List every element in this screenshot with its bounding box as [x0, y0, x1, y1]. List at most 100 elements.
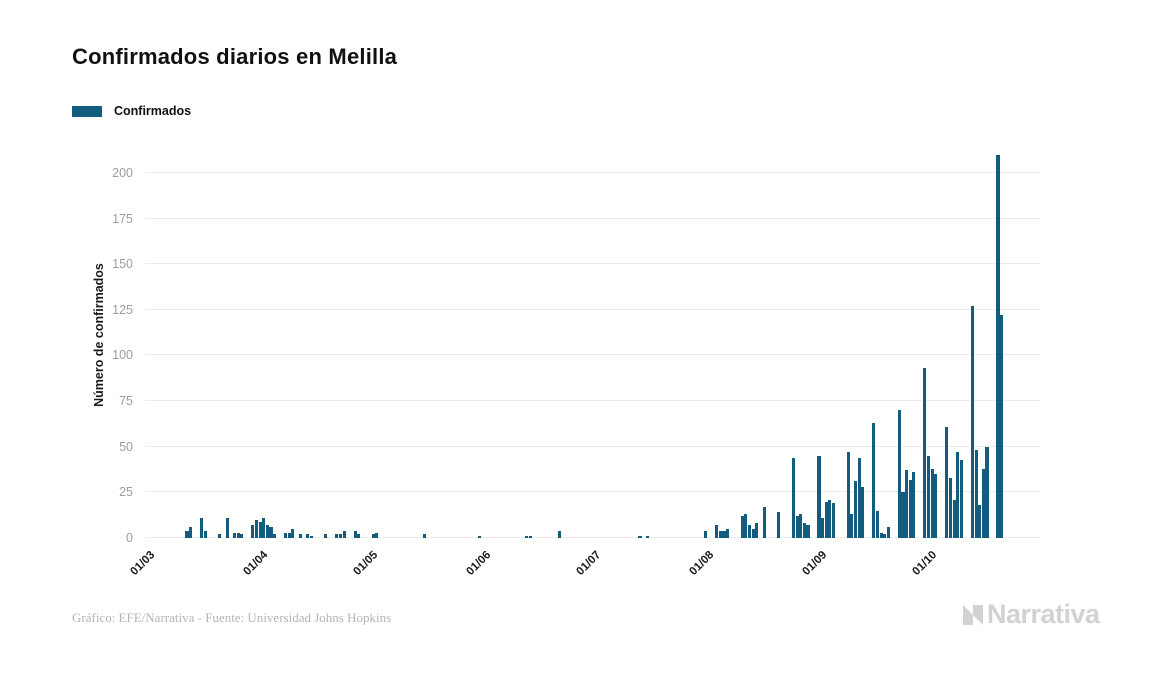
bar-26/08 — [795, 516, 799, 538]
y-tick-125: 125 — [112, 302, 133, 317]
y-axis-tick-labels: 0 25 50 75 100 125 150 175 200 — [0, 140, 133, 545]
chart-title: Confirmados diarios en Melilla — [72, 44, 398, 69]
bar-31/03 — [254, 519, 258, 538]
bar-22/06 — [558, 530, 562, 538]
bar-12/04 — [298, 534, 302, 538]
y-tick-25: 25 — [119, 485, 133, 500]
bar-06/10 — [945, 426, 949, 538]
bar-23/04 — [338, 534, 342, 538]
bar-24/09 — [901, 492, 905, 538]
bar-25/03 — [232, 532, 237, 538]
bar-04/08 — [715, 525, 719, 538]
bar-27/03 — [240, 534, 244, 538]
bar-16/09 — [872, 422, 876, 538]
bar-03/04 — [265, 525, 269, 538]
narrativa-logo-text: Narrativa — [987, 599, 1100, 629]
bar-10/10 — [959, 459, 963, 538]
gridline-0 — [145, 537, 1040, 538]
x-tick-label: 01/07 — [574, 549, 603, 578]
bar-16/03 — [200, 517, 204, 538]
bar-02/09 — [821, 517, 825, 538]
bar-09/09 — [846, 452, 850, 538]
bar-02/10 — [930, 468, 934, 538]
bar-27/09 — [912, 472, 916, 538]
bar-12/03 — [185, 530, 189, 538]
bar-08/10 — [952, 499, 956, 538]
bar-03/10 — [934, 474, 938, 538]
bar-04/04 — [269, 527, 273, 538]
gridline-175 — [145, 217, 1040, 219]
bar-23/03 — [225, 517, 229, 538]
bar-13/08 — [748, 525, 752, 538]
bar-28/08 — [802, 523, 806, 538]
gridline-50 — [145, 445, 1040, 447]
bar-11/08 — [740, 516, 744, 538]
narrativa-logo-icon — [963, 604, 983, 625]
bar-14/08 — [751, 528, 755, 538]
narrativa-logo: Narrativa — [960, 601, 1100, 628]
bar-23/09 — [897, 410, 901, 538]
bar-03/05 — [375, 532, 379, 538]
bar-16/10 — [981, 468, 985, 538]
bar-25/08 — [791, 457, 795, 538]
bar-09/04 — [287, 532, 291, 538]
bar-03/09 — [824, 501, 828, 538]
y-tick-0: 0 — [126, 531, 133, 545]
gridline-200 — [145, 171, 1040, 173]
bar-09/10 — [956, 452, 960, 538]
bar-01/04 — [258, 521, 262, 538]
bar-14/04 — [306, 534, 310, 538]
bar-14/10 — [974, 450, 978, 538]
bar-17/10 — [985, 446, 989, 538]
bar-27/08 — [799, 514, 803, 538]
plot-area — [145, 140, 1040, 538]
bar-20/09 — [886, 527, 890, 538]
bar-01/10 — [927, 455, 931, 538]
bar-26/03 — [236, 532, 240, 538]
bar-14/07 — [638, 536, 642, 538]
bar-07/10 — [948, 477, 953, 538]
gridline-150 — [145, 263, 1040, 265]
bar-20/10 — [996, 154, 1000, 538]
x-tick-label: 01/06 — [464, 549, 494, 578]
gridline-100 — [145, 354, 1040, 356]
bar-17/09 — [875, 510, 879, 538]
x-tick-label: 01/04 — [241, 549, 271, 578]
bar-10/04 — [291, 528, 295, 538]
y-tick-200: 200 — [112, 165, 133, 180]
bar-21/10 — [1000, 315, 1004, 538]
bar-15/10 — [978, 505, 982, 538]
gridline-125 — [145, 308, 1040, 310]
bar-12/09 — [857, 457, 861, 538]
x-axis-tick-labels: 01/03 01/04 01/05 01/06 01/07 01/08 01/09 01/10 — [128, 547, 1040, 607]
bar-17/03 — [203, 530, 207, 538]
bar-12/08 — [744, 514, 748, 538]
x-tick-label: 01/08 — [687, 549, 717, 578]
bar-16/07 — [645, 536, 649, 538]
bar-11/09 — [853, 481, 858, 538]
bar-13/03 — [189, 527, 193, 538]
legend-label: Confirmados — [114, 104, 192, 118]
gridline-25 — [145, 491, 1040, 493]
bar-30/09 — [923, 368, 927, 538]
bar-13/10 — [970, 306, 974, 538]
bar-13/06 — [525, 536, 529, 538]
bar-24/04 — [342, 530, 346, 538]
y-tick-175: 175 — [112, 211, 133, 226]
bar-30/03 — [251, 525, 255, 538]
bar-01/09 — [817, 455, 821, 538]
bar-16/05 — [422, 534, 426, 538]
bar-10/09 — [850, 514, 854, 538]
bar-07/08 — [726, 528, 730, 538]
legend-swatch — [72, 105, 102, 117]
bar-18/09 — [879, 532, 883, 538]
gridline-75 — [145, 400, 1040, 402]
source-credit: Gráfico: EFE/Narrativa - Fuente: Univers… — [72, 610, 392, 625]
y-tick-150: 150 — [112, 257, 133, 272]
y-tick-75: 75 — [119, 394, 133, 409]
bar-08/04 — [284, 532, 288, 538]
bar-15/04 — [309, 536, 313, 538]
x-tick-label: 01/03 — [128, 549, 158, 578]
bar-26/09 — [908, 479, 912, 538]
bar-05/09 — [832, 503, 836, 538]
